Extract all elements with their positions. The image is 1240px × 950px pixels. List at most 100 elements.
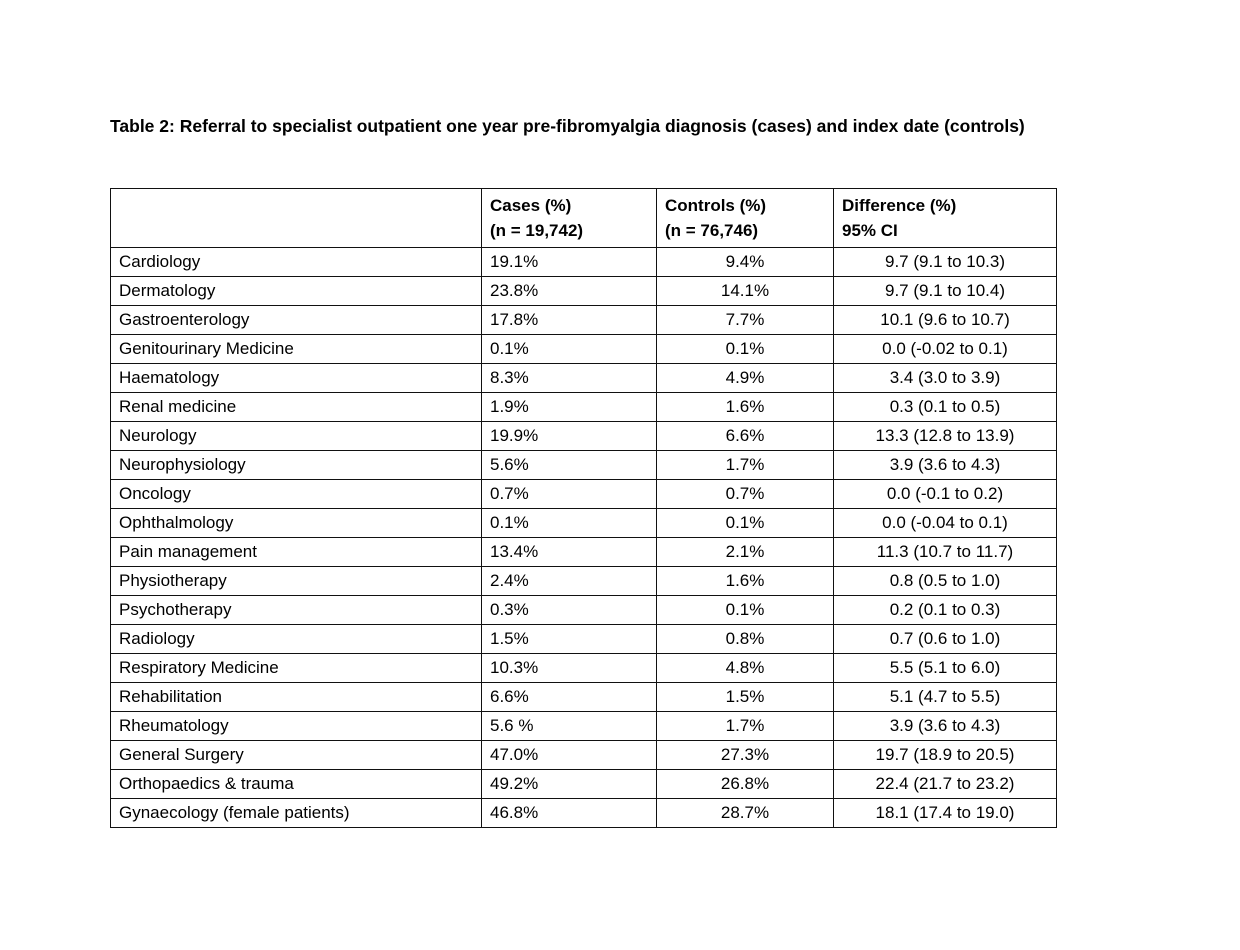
specialty-cell: Dermatology [110,276,482,306]
difference-cell: 0.0 (-0.04 to 0.1) [833,508,1057,538]
controls-cell: 1.5% [656,682,834,712]
controls-cell: 1.7% [656,711,834,741]
table-row: Genitourinary Medicine 0.1% 0.1% 0.0 (-0.02… [110,334,1057,364]
controls-cell: 4.8% [656,653,834,683]
header-line: 95% CI [842,221,898,240]
cases-cell: 19.9% [481,421,657,451]
table-row: Pain management 13.4% 2.1% 11.3 (10.7 to 11… [110,537,1057,567]
table-row: General Surgery 47.0% 27.3% 19.7 (18.9 to 2… [110,740,1057,770]
table-row: Dermatology 23.8% 14.1% 9.7 (9.1 to 10.4) [110,276,1057,306]
difference-cell: 3.9 (3.6 to 4.3) [833,450,1057,480]
controls-cell: 2.1% [656,537,834,567]
specialty-cell: Neurology [110,421,482,451]
controls-cell: 1.6% [656,392,834,422]
controls-cell: 1.6% [656,566,834,596]
controls-cell: 0.1% [656,334,834,364]
specialty-cell: Ophthalmology [110,508,482,538]
cases-cell: 19.1% [481,247,657,277]
table-row: Gastroenterology 17.8% 7.7% 10.1 (9.6 to 10… [110,305,1057,335]
controls-cell: 0.1% [656,595,834,625]
controls-cell: 0.1% [656,508,834,538]
difference-cell: 5.5 (5.1 to 6.0) [833,653,1057,683]
controls-cell: 28.7% [656,798,834,828]
specialty-cell: Genitourinary Medicine [110,334,482,364]
cases-cell: 1.9% [481,392,657,422]
specialty-cell: Respiratory Medicine [110,653,482,683]
specialty-cell: Orthopaedics & trauma [110,769,482,799]
cases-cell: 10.3% [481,653,657,683]
specialty-cell: Neurophysiology [110,450,482,480]
difference-cell: 10.1 (9.6 to 10.7) [833,305,1057,335]
difference-cell: 3.9 (3.6 to 4.3) [833,711,1057,741]
table-row: Respiratory Medicine 10.3% 4.8% 5.5 (5.1 to… [110,653,1057,683]
specialty-cell: Physiotherapy [110,566,482,596]
difference-cell: 19.7 (18.9 to 20.5) [833,740,1057,770]
cases-header: Cases (%) (n = 19,742) [481,188,657,248]
table-row: Neurophysiology 5.6% 1.7% 3.9 (3.6 to 4.3) [110,450,1057,480]
cases-cell: 13.4% [481,537,657,567]
controls-cell: 0.8% [656,624,834,654]
header-line: Difference (%) [842,196,957,215]
specialty-cell: Psychotherapy [110,595,482,625]
controls-cell: 9.4% [656,247,834,277]
controls-cell: 14.1% [656,276,834,306]
controls-header: Controls (%) (n = 76,746) [656,188,834,248]
corner-cell [110,188,482,248]
difference-cell: 0.0 (-0.1 to 0.2) [833,479,1057,509]
controls-cell: 0.7% [656,479,834,509]
table-row: Renal medicine 1.9% 1.6% 0.3 (0.1 to 0.5) [110,392,1057,422]
table-row: Cardiology 19.1% 9.4% 9.7 (9.1 to 10.3) [110,247,1057,277]
specialty-cell: Gynaecology (female patients) [110,798,482,828]
specialty-cell: Rehabilitation [110,682,482,712]
header-line: Cases (%) [490,196,572,215]
cases-cell: 1.5% [481,624,657,654]
table-row: Oncology 0.7% 0.7% 0.0 (-0.1 to 0.2) [110,479,1057,509]
difference-cell: 18.1 (17.4 to 19.0) [833,798,1057,828]
specialty-cell: Renal medicine [110,392,482,422]
specialty-cell: Gastroenterology [110,305,482,335]
difference-cell: 0.3 (0.1 to 0.5) [833,392,1057,422]
table-row: Orthopaedics & trauma 49.2% 26.8% 22.4 (21.… [110,769,1057,799]
table-row: Haematology 8.3% 4.9% 3.4 (3.0 to 3.9) [110,363,1057,393]
controls-cell: 7.7% [656,305,834,335]
table-row: Psychotherapy 0.3% 0.1% 0.2 (0.1 to 0.3) [110,595,1057,625]
header-line: (n = 19,742) [490,221,584,240]
specialty-cell: Oncology [110,479,482,509]
header-line: Controls (%) [665,196,767,215]
table-row: Radiology 1.5% 0.8% 0.7 (0.6 to 1.0) [110,624,1057,654]
cases-cell: 23.8% [481,276,657,306]
difference-cell: 22.4 (21.7 to 23.2) [833,769,1057,799]
table-row: Ophthalmology 0.1% 0.1% 0.0 (-0.04 to 0.1) [110,508,1057,538]
cases-cell: 46.8% [481,798,657,828]
cases-cell: 0.7% [481,479,657,509]
difference-cell: 9.7 (9.1 to 10.3) [833,247,1057,277]
cases-cell: 47.0% [481,740,657,770]
cases-cell: 0.1% [481,334,657,364]
table-row: Physiotherapy 2.4% 1.6% 0.8 (0.5 to 1.0) [110,566,1057,596]
difference-cell: 13.3 (12.8 to 13.9) [833,421,1057,451]
controls-cell: 27.3% [656,740,834,770]
difference-cell: 9.7 (9.1 to 10.4) [833,276,1057,306]
controls-cell: 6.6% [656,421,834,451]
difference-cell: 5.1 (4.7 to 5.5) [833,682,1057,712]
difference-cell: 0.2 (0.1 to 0.3) [833,595,1057,625]
table-header: Cases (%) (n = 19,742) Controls (%) (n =… [110,188,1057,248]
header-row: Cases (%) (n = 19,742) Controls (%) (n =… [110,188,1057,248]
cases-cell: 2.4% [481,566,657,596]
difference-cell: 0.7 (0.6 to 1.0) [833,624,1057,654]
table-body: Cardiology 19.1% 9.4% 9.7 (9.1 to 10.3) Derm… [110,247,1057,828]
table-row: Gynaecology (female patients) 46.8% 28.7% 1… [110,798,1057,828]
cases-cell: 0.1% [481,508,657,538]
controls-cell: 4.9% [656,363,834,393]
table-row: Neurology 19.9% 6.6% 13.3 (12.8 to 13.9) [110,421,1057,451]
specialty-cell: Cardiology [110,247,482,277]
controls-cell: 1.7% [656,450,834,480]
specialty-cell: Haematology [110,363,482,393]
specialty-cell: Radiology [110,624,482,654]
difference-cell: 0.8 (0.5 to 1.0) [833,566,1057,596]
controls-cell: 26.8% [656,769,834,799]
cases-cell: 6.6% [481,682,657,712]
table-row: Rheumatology 5.6 % 1.7% 3.9 (3.6 to 4.3) [110,711,1057,741]
specialty-cell: Rheumatology [110,711,482,741]
